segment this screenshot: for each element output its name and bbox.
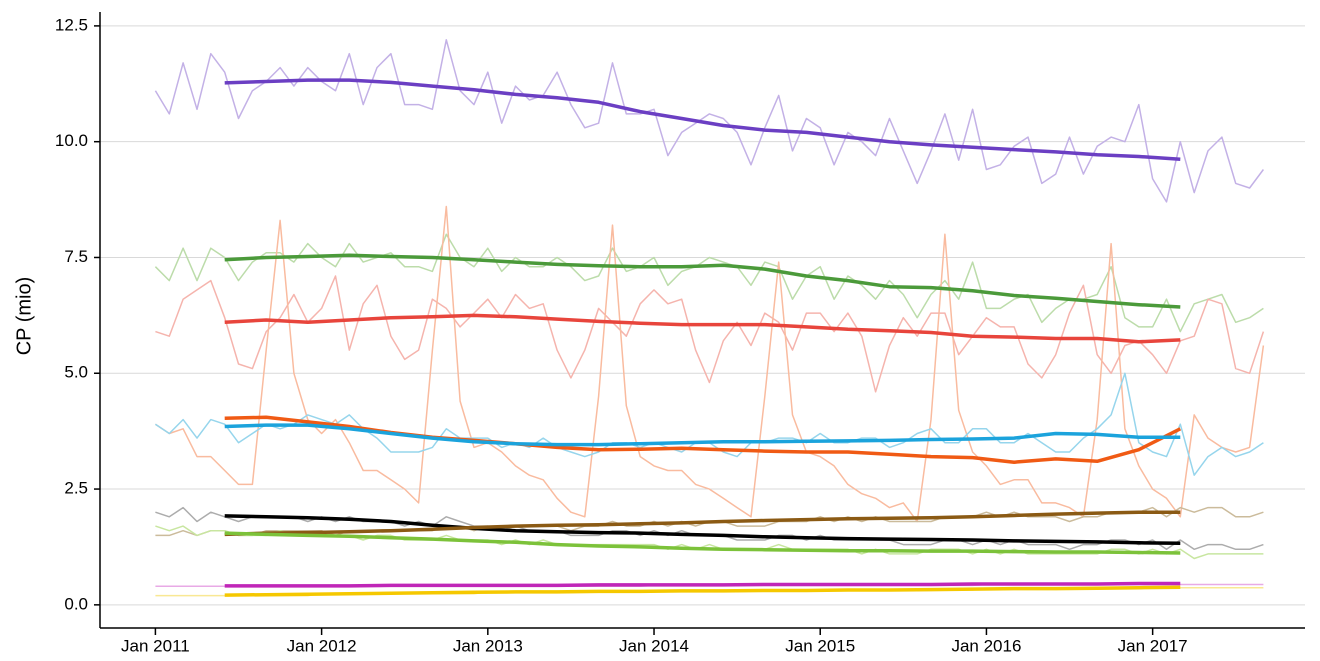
x-tick-label: Jan 2012: [287, 636, 357, 655]
y-axis-label: CP (mio): [13, 277, 35, 356]
y-tick-label: 2.5: [64, 479, 88, 498]
series-line: [224, 531, 1181, 555]
y-tick-label: 0.0: [64, 594, 88, 613]
series-line: [224, 585, 1181, 597]
x-tick-label: Jan 2015: [785, 636, 855, 655]
series-line: [154, 205, 1265, 523]
series-line: [155, 275, 1265, 393]
y-tick-label: 12.5: [55, 15, 88, 34]
y-tick-label: 7.5: [64, 247, 88, 266]
x-tick-label: Jan 2011: [121, 636, 190, 655]
series-line: [224, 253, 1181, 309]
x-tick-label: Jan 2013: [453, 636, 523, 655]
series-line: [224, 514, 1181, 545]
x-tick-label: Jan 2017: [1118, 636, 1188, 655]
series-line: [154, 39, 1265, 203]
series-line: [224, 423, 1181, 447]
x-tick-label: Jan 2014: [619, 636, 689, 655]
y-tick-label: 10.0: [55, 131, 88, 150]
series-line: [154, 233, 1264, 333]
x-tick-label: Jan 2016: [951, 636, 1021, 655]
series-line: [224, 313, 1181, 344]
series-line: [224, 581, 1181, 588]
series-line: [224, 510, 1181, 537]
y-tick-label: 5.0: [64, 363, 88, 382]
series-line: [224, 78, 1181, 162]
